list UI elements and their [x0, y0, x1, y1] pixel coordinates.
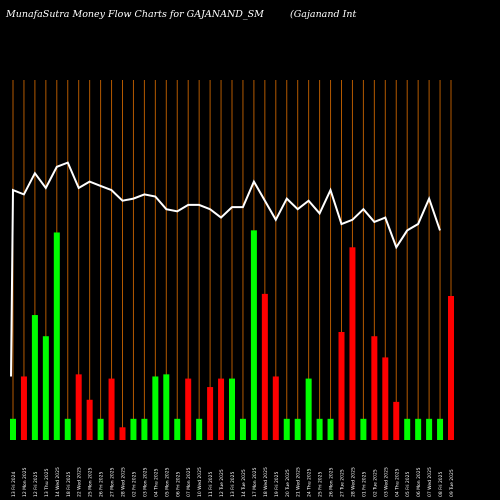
money-flow-bar — [426, 418, 433, 440]
money-flow-bar — [360, 418, 367, 440]
money-flow-bar — [218, 378, 225, 440]
x-tick-label: 26 Mon 2025 — [329, 467, 335, 497]
x-tick-label: 07 Mon 2025 — [186, 467, 192, 497]
company-name: (Gajanand Int — [290, 9, 357, 20]
x-tick-label: 02 Tue 2025 — [372, 469, 378, 497]
money-flow-bar — [174, 418, 181, 440]
money-flow-bar — [64, 418, 71, 440]
x-tick-label: 08 Fri 2025 — [438, 471, 444, 497]
x-tick-label: 21 Wed 2025 — [296, 467, 302, 497]
x-tick-label: 13 Fri 2025 — [230, 471, 236, 497]
x-tick-label: 14 Tue 2025 — [241, 469, 247, 497]
x-tick-label: 25 Fri 2025 — [318, 471, 324, 497]
x-tick-label: 28 Wed 2025 — [121, 467, 127, 497]
money-flow-bar — [338, 332, 345, 440]
x-tick-label: 18 Fri 2025 — [66, 471, 72, 497]
money-flow-bar — [163, 374, 170, 440]
money-flow-bar — [393, 401, 400, 440]
x-tick-label: 04 Thu 2025 — [153, 468, 159, 497]
money-flow-bar — [382, 357, 389, 440]
money-flow-bar — [31, 315, 38, 440]
money-flow-bar — [53, 232, 60, 440]
x-tick-label: 06 Fri 2025 — [175, 471, 181, 497]
money-flow-bar — [349, 247, 356, 440]
x-tick-label: 25 Mon 2025 — [88, 467, 94, 497]
x-tick-label: 12 Fri 2025 — [33, 471, 39, 497]
money-flow-bar — [152, 376, 159, 440]
x-tick-label: 04 Thu 2025 — [394, 468, 400, 497]
money-flow-bar — [229, 378, 235, 440]
money-flow-bar — [437, 418, 444, 440]
money-flow-bar — [283, 418, 290, 440]
money-flow-bar — [119, 427, 126, 440]
money-flow-bar — [185, 378, 192, 440]
x-tick-label: 13 Fri 2024 — [11, 471, 17, 497]
money-flow-bar — [448, 296, 454, 440]
money-flow-bar — [207, 387, 214, 440]
x-tick-label: 28 Wed 2025 — [350, 467, 356, 497]
money-flow-line — [10, 161, 441, 377]
money-flow-bar — [261, 293, 268, 440]
x-tick-label: 19 Fri 2025 — [274, 471, 280, 497]
x-tick-label: 12 Mon 2025 — [22, 467, 28, 497]
money-flow-bar — [316, 418, 323, 440]
x-tick-label: 03 Wed 2025 — [383, 467, 389, 497]
x-tick-label: 14 Wed 2025 — [55, 467, 61, 497]
money-flow-bar — [20, 376, 27, 440]
money-flow-bar — [305, 378, 312, 440]
money-flow-bar — [141, 418, 148, 440]
money-flow-bar — [327, 418, 334, 440]
money-flow-bar — [196, 418, 203, 440]
money-flow-bar — [239, 418, 246, 440]
x-tick-label: 12 Tue 2025 — [219, 469, 225, 497]
money-flow-bar — [130, 418, 137, 440]
x-tick-label: 13 Thu 2025 — [44, 468, 50, 497]
money-flow-bar — [75, 374, 82, 440]
x-tick-label: 27 Tue 2025 — [340, 469, 346, 497]
money-flow-bar — [108, 378, 115, 440]
x-tick-label: 22 Wed 2025 — [77, 467, 83, 497]
x-tick-label: 11 Fri 2025 — [208, 471, 214, 497]
x-tick-label: 02 Fri 2025 — [131, 471, 137, 497]
x-tick-label: 26 Fri 2025 — [99, 471, 105, 497]
x-tick-label: 18 Wed 2025 — [263, 467, 269, 497]
x-tick-label: 07 Wed 2025 — [427, 467, 433, 497]
money-flow-bar — [371, 336, 378, 440]
chart-title: MunafaSutra Money Flow Charts for GAJANA… — [6, 9, 264, 20]
x-tick-label: 10 Wed 2025 — [197, 467, 203, 497]
money-flow-bar — [97, 418, 104, 440]
money-flow-bar — [415, 418, 422, 440]
money-flow-bar — [86, 399, 93, 440]
x-tick-label: 24 Thu 2025 — [307, 468, 313, 497]
x-tick-label: 09 Tue 2025 — [449, 469, 455, 497]
money-flow-bar — [404, 418, 411, 440]
x-tick-label: 05 Mon 2025 — [164, 467, 170, 497]
x-tick-label: 05 Fri 2025 — [405, 471, 411, 497]
money-flow-bar — [294, 418, 301, 440]
x-tick-label: 17 Mon 2025 — [252, 467, 258, 497]
x-tick-label: 27 Mon 2025 — [110, 467, 116, 497]
money-flow-bar — [10, 418, 16, 440]
x-tick-label: 01 Fri 2025 — [361, 471, 367, 497]
x-tick-label: 20 Tue 2025 — [285, 469, 291, 497]
x-tick-label: 03 Mon 2025 — [142, 467, 148, 497]
money-flow-bar — [272, 376, 279, 440]
x-tick-label: 06 Mon 2025 — [416, 467, 422, 497]
money-flow-bar — [250, 230, 257, 440]
money-flow-bar — [42, 336, 49, 440]
